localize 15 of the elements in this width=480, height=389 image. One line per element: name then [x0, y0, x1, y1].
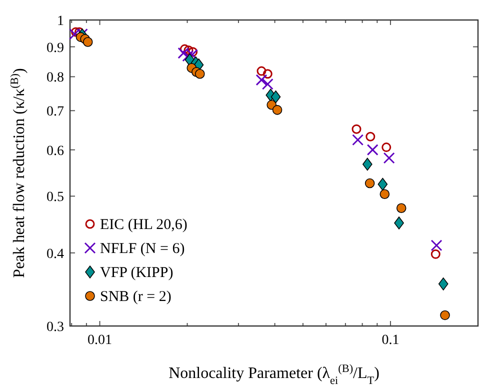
x-tick-label: 0.1 [382, 333, 400, 348]
y-tick-label: 1 [57, 14, 64, 29]
legend-label: VFP (KIPP) [100, 265, 174, 281]
y-tick-label: 0.4 [46, 246, 64, 262]
x-tick-label: 0.01 [88, 333, 112, 348]
legend-label: SNB (r = 2) [100, 289, 172, 305]
y-tick-label: 0.9 [46, 40, 64, 56]
y-tick-label: 0.6 [46, 144, 64, 159]
y-tick-label: 0.3 [46, 320, 64, 335]
y-tick-label: 0.7 [46, 104, 64, 120]
legend-label: EIC (HL 20,6) [100, 217, 188, 233]
x-axis-title: Nonlocality Parameter (λ$_{ei}$$^{(B)}$/L$_{T}$) [168, 363, 380, 387]
y-tick-label: 0.8 [46, 70, 64, 86]
y-tick-label: 0.5 [46, 190, 64, 206]
legend-label: NFLF (N = 6) [100, 241, 185, 257]
